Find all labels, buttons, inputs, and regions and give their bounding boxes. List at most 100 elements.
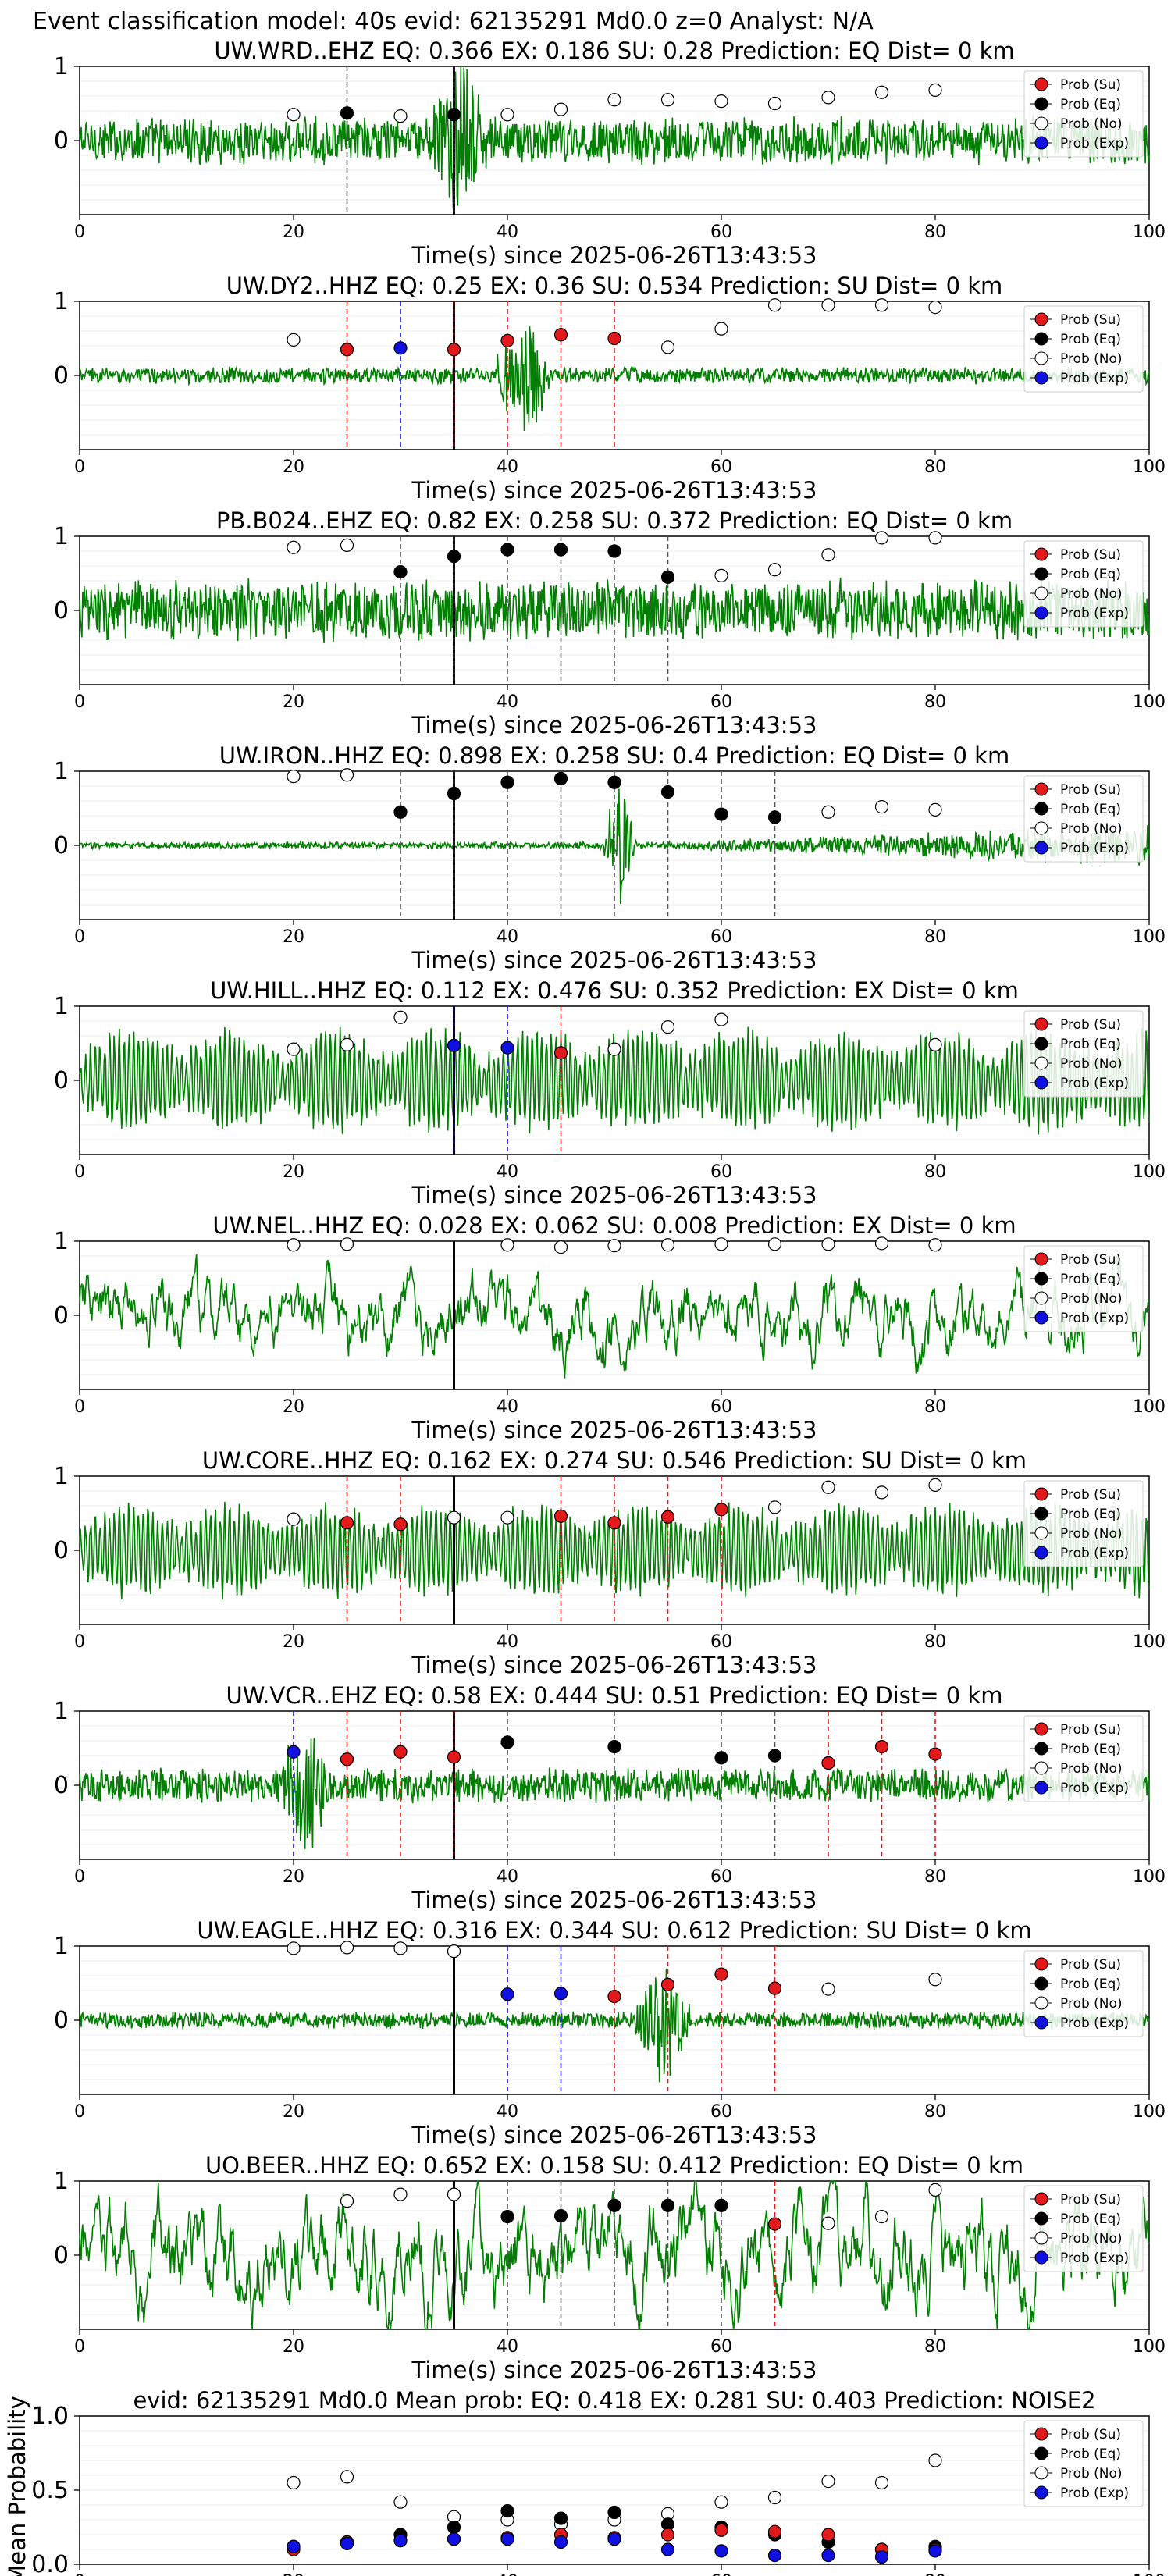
legend-marker-no xyxy=(1034,116,1048,130)
legend-label: Prob (Su) xyxy=(1060,2192,1121,2208)
prob-marker-no xyxy=(287,333,301,347)
legend-label: Prob (No) xyxy=(1060,351,1123,367)
legend-marker-no xyxy=(1034,1761,1048,1775)
legend-marker-eq xyxy=(1034,1742,1048,1756)
prob-marker-no xyxy=(874,799,889,814)
legend-marker-no xyxy=(1034,1291,1048,1305)
y-tick-label: 0 xyxy=(54,1772,69,1799)
mean-prob-marker-exp xyxy=(447,2532,461,2546)
prob-marker-eq xyxy=(714,1751,728,1765)
mean-prob-marker-su xyxy=(660,2528,675,2542)
x-tick-label: 60 xyxy=(710,2102,732,2122)
y-tick-label: 1 xyxy=(54,53,69,80)
panel-11: evid: 62135291 Md0.0 Mean prob: EQ: 0.41… xyxy=(4,2387,1166,2576)
x-axis-label: Time(s) since 2025-06-26T13:43:53 xyxy=(411,1652,817,1678)
y-tick-label: 0 xyxy=(54,597,69,624)
figure-suptitle: Event classification model: 40s evid: 62… xyxy=(33,8,874,35)
prob-marker-no xyxy=(287,1238,301,1252)
x-tick-label: 20 xyxy=(283,2102,304,2122)
mean-prob-marker-eq xyxy=(607,2505,621,2520)
x-tick-label: 60 xyxy=(710,222,732,242)
legend-marker-exp xyxy=(1034,371,1048,385)
prob-marker-no xyxy=(660,1019,675,1034)
prob-marker-su xyxy=(447,343,461,357)
x-tick-label: 80 xyxy=(924,457,946,477)
legend-label: Prob (Exp) xyxy=(1060,2485,1129,2501)
prob-marker-no xyxy=(767,298,782,312)
x-axis-label: Time(s) since 2025-06-26T13:43:53 xyxy=(411,1182,817,1208)
prob-marker-no xyxy=(928,2183,942,2197)
x-tick-label: 80 xyxy=(924,927,946,947)
prob-marker-su xyxy=(767,2217,782,2231)
prob-marker-no xyxy=(874,1236,889,1251)
prob-marker-su xyxy=(607,1516,621,1530)
legend-label: Prob (Exp) xyxy=(1060,2016,1129,2031)
mean-prob-marker-no xyxy=(393,2495,408,2509)
mean-prob-marker-exp xyxy=(660,2542,675,2556)
legend-marker-su xyxy=(1034,312,1048,326)
x-tick-label: 60 xyxy=(710,2337,732,2357)
legend-marker-eq xyxy=(1034,1976,1048,1991)
prob-marker-no xyxy=(821,1480,835,1494)
legend-label: Prob (Su) xyxy=(1060,1252,1121,1268)
prob-marker-no xyxy=(874,85,889,99)
mean-prob-marker-exp xyxy=(340,2536,354,2550)
prob-marker-no xyxy=(607,93,621,107)
prob-marker-no xyxy=(287,1512,301,1526)
prob-marker-no xyxy=(287,1042,301,1056)
x-tick-label: 100 xyxy=(1133,457,1166,477)
prob-marker-no xyxy=(767,1500,782,1514)
x-tick-label: 100 xyxy=(1133,2337,1166,2357)
x-axis-label: Time(s) since 2025-06-26T13:43:53 xyxy=(411,477,817,503)
x-tick-label: 80 xyxy=(924,222,946,242)
legend-marker-exp xyxy=(1034,136,1048,150)
legend-label: Prob (Su) xyxy=(1060,1957,1121,1973)
legend-marker-eq xyxy=(1034,332,1048,346)
mean-prob-marker-su xyxy=(714,2523,728,2537)
legend-label: Prob (Eq) xyxy=(1060,2211,1121,2227)
waveform-trace xyxy=(79,66,1150,209)
prob-marker-no xyxy=(928,1238,942,1252)
prob-marker-no xyxy=(340,2194,354,2208)
legend-label: Prob (No) xyxy=(1060,116,1123,132)
prob-marker-no xyxy=(607,1239,621,1253)
x-tick-label: 40 xyxy=(497,2572,518,2576)
prob-marker-su xyxy=(821,1756,835,1770)
legend-box xyxy=(1023,2420,1144,2507)
panel-10: UO.BEER..HHZ EQ: 0.652 EX: 0.158 SU: 0.4… xyxy=(54,2152,1166,2383)
prob-marker-su xyxy=(714,1503,728,1517)
mean-prob-marker-eq xyxy=(447,2520,461,2535)
x-tick-label: 60 xyxy=(710,1632,732,1652)
legend-label: Prob (No) xyxy=(1060,1761,1123,1777)
x-tick-label: 80 xyxy=(924,1162,946,1182)
x-tick-label: 40 xyxy=(497,2337,518,2357)
mean-prob-marker-no xyxy=(928,2453,942,2467)
prob-marker-exp xyxy=(287,1745,301,1759)
prob-marker-no xyxy=(767,96,782,111)
x-tick-label: 60 xyxy=(710,692,732,712)
legend-label: Prob (No) xyxy=(1060,1291,1123,1307)
prob-marker-eq xyxy=(660,2198,675,2212)
x-tick-label: 40 xyxy=(497,457,518,477)
legend-label: Prob (No) xyxy=(1060,1996,1123,2012)
prob-marker-no xyxy=(821,548,835,562)
prob-marker-no xyxy=(874,1485,889,1500)
legend-box xyxy=(1023,1245,1144,1332)
prob-marker-no xyxy=(287,770,301,784)
prob-marker-eq xyxy=(607,775,621,789)
x-tick-label: 60 xyxy=(710,927,732,947)
y-tick-label: 1 xyxy=(54,1933,69,1960)
y-tick-label: 1 xyxy=(54,1463,69,1490)
prob-marker-no xyxy=(928,1973,942,1987)
prob-marker-no xyxy=(874,298,889,312)
x-axis-label: Time(s) since 2025-06-26T13:43:53 xyxy=(411,1417,817,1443)
prob-marker-no xyxy=(928,531,942,545)
legend-box xyxy=(1023,1950,1144,2037)
prob-marker-no xyxy=(928,1478,942,1493)
x-tick-label: 20 xyxy=(283,692,304,712)
panel-title: UW.CORE..HHZ EQ: 0.162 EX: 0.274 SU: 0.5… xyxy=(202,1447,1027,1474)
prob-marker-no xyxy=(393,1010,408,1024)
prob-marker-eq xyxy=(500,1735,514,1749)
prob-marker-no xyxy=(714,94,728,109)
